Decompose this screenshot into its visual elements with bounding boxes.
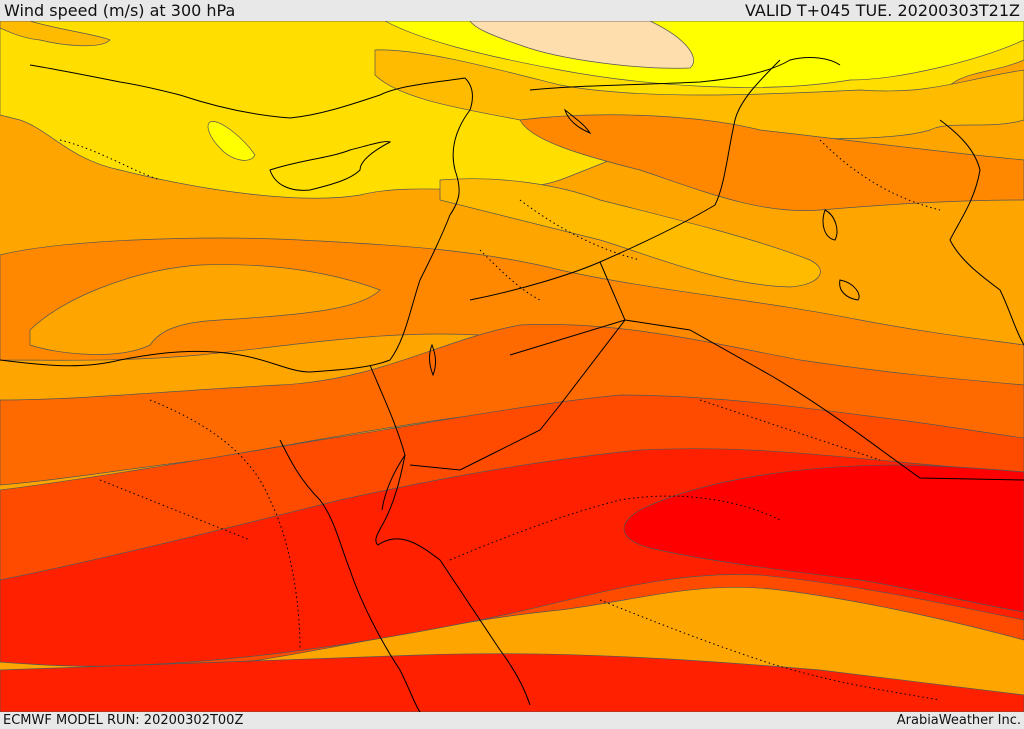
syria-iraq-border bbox=[469, 59, 781, 301]
band-red-south bbox=[0, 653, 1024, 712]
band-light-orange-lobe bbox=[29, 264, 381, 355]
persian-gulf-coast bbox=[939, 119, 1024, 346]
band-orange-east-top bbox=[519, 114, 1024, 211]
red-sea-coastline-east bbox=[375, 454, 531, 706]
map-title: Wind speed (m/s) at 300 hPa bbox=[4, 1, 236, 20]
gulf-of-aqaba bbox=[381, 454, 406, 511]
map-footer: ECMWF MODEL RUN: 20200302T00Z ArabiaWeat… bbox=[0, 712, 1024, 729]
valid-time: VALID T+045 TUE. 20200303T21Z bbox=[744, 1, 1020, 20]
map-canvas bbox=[0, 21, 1024, 712]
red-sea-coastline-west bbox=[279, 439, 421, 712]
band-amber-ridge bbox=[439, 178, 821, 288]
mediterranean-coastline bbox=[0, 77, 473, 373]
credit-label: ArabiaWeather Inc. bbox=[896, 713, 1021, 728]
egypt-israel-border bbox=[369, 364, 406, 456]
map-header: Wind speed (m/s) at 300 hPa VALID T+045 … bbox=[0, 0, 1024, 21]
cyprus-island bbox=[269, 141, 392, 191]
dead-sea bbox=[429, 343, 436, 377]
internal-boundaries bbox=[59, 139, 941, 701]
model-run-label: ECMWF MODEL RUN: 20200302T00Z bbox=[3, 713, 244, 728]
black-sea-coastline bbox=[529, 57, 841, 91]
jordan-iraq-border bbox=[509, 319, 1024, 481]
wind-speed-map bbox=[0, 21, 1024, 712]
band-small-yellow-cell bbox=[207, 121, 256, 161]
band-peach-core bbox=[469, 21, 694, 69]
turkey-coastline bbox=[29, 64, 466, 119]
band-amber-west bbox=[0, 21, 111, 47]
caspian-basin-lakes bbox=[564, 108, 860, 301]
